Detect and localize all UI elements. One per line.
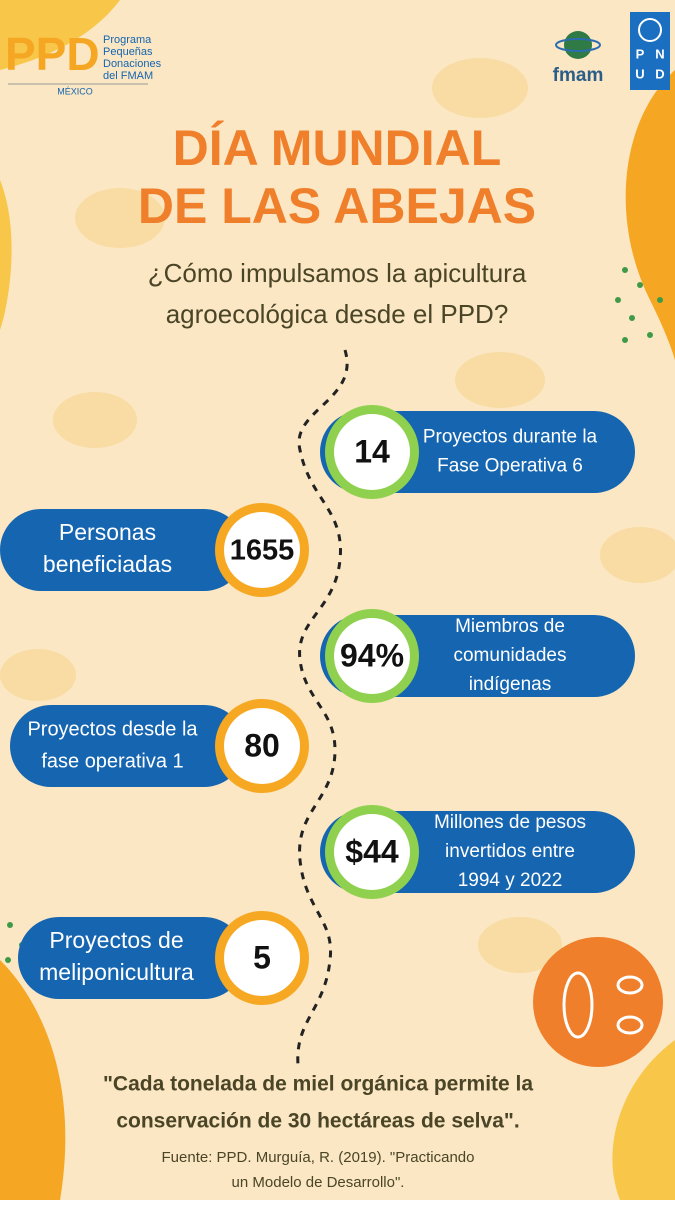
logo-pnud-letter: N: [655, 46, 664, 61]
stat-pill: [0, 509, 245, 591]
stat-label: Miembros de: [455, 616, 565, 637]
stat-value: 80: [244, 727, 280, 763]
logo-ppd-country: MÉXICO: [57, 86, 93, 96]
blob: [612, 1040, 675, 1200]
dot: [657, 297, 663, 303]
logo-ppd: PPD: [5, 28, 100, 80]
stat-label: indígenas: [469, 674, 551, 695]
stat-value: 5: [253, 939, 271, 975]
dot: [637, 282, 643, 288]
dot: [647, 332, 653, 338]
subtitle: ¿Cómo impulsamos la apicultura: [148, 258, 527, 288]
stat-label: comunidades: [453, 645, 566, 666]
dot: [629, 315, 635, 321]
logo-pnud-emblem: [638, 18, 662, 42]
stat-value: $44: [345, 833, 399, 869]
badge: [533, 937, 663, 1067]
stat-label: Personas: [59, 519, 156, 545]
stat-circle: [224, 920, 300, 996]
badge-bee: [616, 1015, 644, 1035]
logo-ppd-line: Donaciones: [103, 58, 162, 70]
source: Fuente: PPD. Murguía, R. (2019). "Practi…: [162, 1149, 475, 1166]
bee: [432, 58, 528, 118]
stat-label: 1994 y 2022: [458, 870, 563, 891]
blob: [0, 0, 120, 70]
stat-circle: [224, 512, 300, 588]
logo-pnud-letter: D: [655, 66, 664, 81]
stat-label: Fase Operativa 6: [437, 456, 583, 477]
stat-label: meliponicultura: [39, 959, 194, 985]
bee: [600, 527, 675, 583]
stat-label: fase operativa 1: [41, 750, 183, 772]
bee-decorations: [0, 58, 675, 973]
logo-pnud-letter: P: [636, 46, 645, 61]
bee: [0, 649, 76, 701]
stat-label: Proyectos desde la: [27, 718, 198, 740]
bee: [478, 917, 562, 973]
blob: [625, 70, 675, 360]
stat-pill: [10, 705, 245, 787]
blob: [0, 960, 66, 1200]
bee: [75, 188, 165, 248]
stat-label: Millones de pesos: [434, 812, 586, 833]
subtitle: agroecológica desde el PPD?: [166, 299, 509, 329]
bee: [53, 392, 137, 448]
dot: [7, 922, 13, 928]
stat-circle: [224, 708, 300, 784]
blob: [0, 180, 12, 330]
title: DE LAS ABEJAS: [138, 178, 536, 234]
quote: conservación de 30 hectáreas de selva".: [116, 1110, 519, 1133]
logo-pnud: P NU D: [635, 46, 664, 81]
stat-value: 14: [354, 433, 390, 469]
stat-value: 94%: [340, 637, 404, 673]
stats: 14 Proyectos durante la Fase Operativa 6 16…: [0, 405, 635, 1005]
bee: [455, 352, 545, 408]
title: DÍA MUNDIAL: [173, 120, 502, 176]
logo-fmam-globe: [564, 31, 592, 59]
stat-circle: [334, 618, 410, 694]
dot: [615, 297, 621, 303]
stat-label: beneficiadas: [43, 551, 172, 577]
logo-fmam-orbit: [555, 38, 601, 52]
dot: [622, 267, 628, 273]
logo-ppd-line: Programa: [103, 34, 152, 46]
dot: [5, 957, 11, 963]
stat-circle: [334, 414, 410, 490]
stat-circle: [334, 814, 410, 890]
logo-fmam: fmam: [553, 65, 604, 86]
logo-pnud-letter: U: [635, 66, 644, 81]
stat-label: Proyectos durante la: [423, 427, 598, 448]
stat-pill: [18, 917, 245, 999]
logo-ppd-line: Pequeñas: [103, 46, 153, 58]
source: un Modelo de Desarrollo".: [232, 1174, 405, 1191]
stat-value: 1655: [230, 535, 295, 567]
dots: [5, 267, 663, 963]
dot: [622, 337, 628, 343]
badge-corn: [562, 971, 594, 1039]
quote: "Cada tonelada de miel orgánica permite …: [103, 1073, 533, 1096]
stat-label: Proyectos de: [49, 927, 183, 953]
logo-ppd-line: del FMAM: [103, 70, 153, 82]
badge-bee: [616, 975, 644, 995]
stat-label: invertidos entre: [445, 841, 575, 862]
logo-pnud-box: [630, 12, 670, 90]
